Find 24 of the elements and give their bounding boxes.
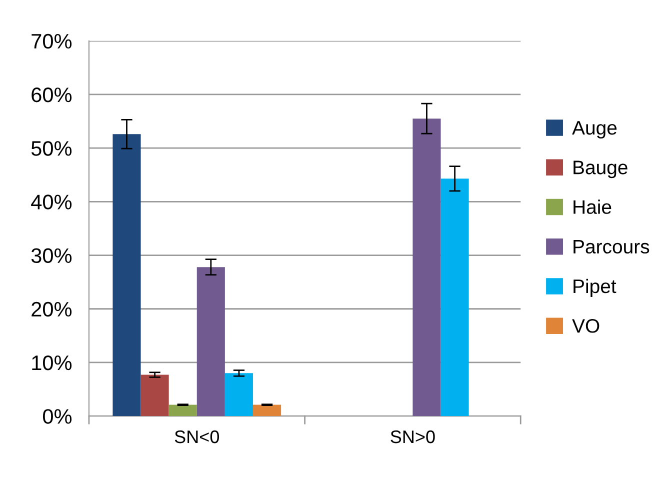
y-tick-label: 50%: [31, 141, 72, 156]
x-tick-label: SN<0: [174, 430, 220, 444]
legend-label: VO: [572, 319, 600, 333]
y-tick-label: 0%: [43, 409, 72, 424]
bar: [440, 178, 469, 416]
legend-label: Bauge: [574, 160, 628, 178]
y-tick-label: 30%: [31, 248, 72, 264]
y-tick-label: 60%: [32, 87, 72, 102]
bar: [112, 134, 141, 416]
bar: [224, 373, 253, 416]
y-tick-label: 10%: [32, 355, 72, 370]
bar: [412, 118, 441, 416]
bar: [252, 404, 282, 416]
x-tick-label: SN>0: [390, 430, 435, 444]
legend-label: Pipet: [574, 278, 616, 298]
bar: [140, 374, 169, 416]
y-tick-label: 40%: [31, 194, 72, 210]
legend-label: Haie: [574, 200, 612, 214]
y-tick-label: 20%: [32, 302, 72, 317]
legend-label: Auge: [572, 121, 617, 139]
bar: [168, 404, 197, 416]
y-tick-label: 70%: [32, 34, 72, 49]
legend-label: Parcours: [574, 240, 650, 254]
bar: [196, 267, 225, 416]
